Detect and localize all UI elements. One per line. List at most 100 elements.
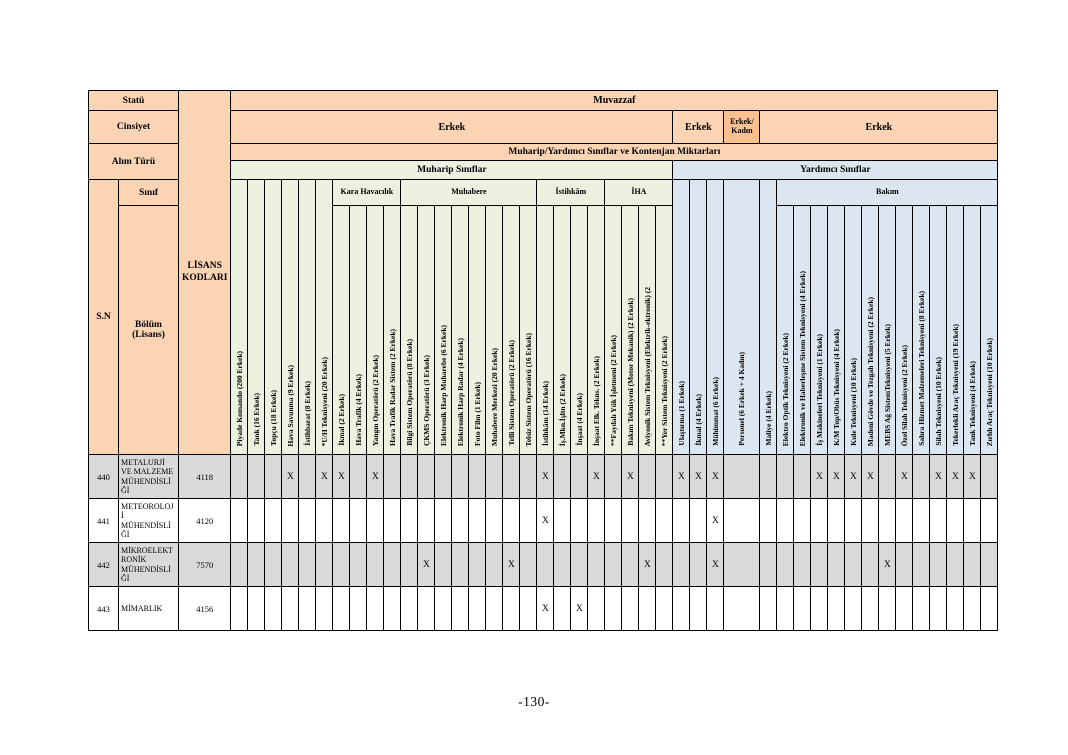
data-cell (247, 498, 266, 543)
data-cell (332, 498, 351, 543)
x-cell: X (810, 454, 829, 499)
gender-cell: Erkek/ Kadın (723, 110, 761, 144)
column-header: İş Makineleri Teknisyeni (1 Erkek) (810, 205, 829, 455)
bolum-cell: MİKROELEKTRONİK MÜHENDİSLİĞİ (118, 542, 179, 587)
data-cell (963, 498, 982, 543)
data-cell (638, 498, 657, 543)
kod-cell: 7570 (177, 542, 232, 587)
data-cell (298, 498, 317, 543)
column-header-label: İnşaat Elk. Tekns. (2 Erkek) (591, 355, 601, 446)
gender-cell: Erkek (230, 110, 674, 144)
data-cell (759, 498, 778, 543)
x-cell: X (706, 498, 725, 543)
data-cell (366, 586, 385, 631)
data-cell (434, 454, 453, 499)
data-cell (776, 542, 795, 587)
x-cell: X (861, 454, 880, 499)
column-header-label: Telli Sistem Operatörü (2 Erkek) (506, 340, 516, 446)
data-cell (827, 586, 846, 631)
data-cell (604, 454, 623, 499)
data-cell (672, 498, 691, 543)
data-cell (638, 454, 657, 499)
x-cell: X (929, 454, 948, 499)
data-cell (723, 542, 761, 587)
column-header: Hava Savunma (9 Erkek) (281, 179, 300, 455)
column-header-label: Elektronik Harp Muharebe (6 Erkek) (438, 325, 448, 446)
column-header: Silah Teknisyeni (10 Erkek) (929, 205, 948, 455)
column-header: Bakım Teknisyeni (Motor Mekanik) (2 Erke… (621, 205, 640, 455)
column-header-label: Mühimmat (6 Erkek) (710, 377, 720, 446)
column-header: **Yer Sistem Teknisyeni (2 Erkek) (655, 205, 674, 455)
data-cell (400, 542, 419, 587)
column-header-label: İkmal (2 Erkek) (336, 394, 346, 446)
column-header: **Faydalı Yük İşletmeni (2 Erkek) (604, 205, 623, 455)
column-header-label: Silah Teknisyeni (10 Erkek) (933, 357, 943, 446)
data-cell (468, 586, 487, 631)
data-cell (929, 586, 948, 631)
data-cell (417, 498, 436, 543)
data-cell (604, 542, 623, 587)
x-cell: X (536, 498, 555, 543)
data-cell (810, 542, 829, 587)
data-cell (264, 586, 283, 631)
column-header-label: Sahra Hizmet Malzemeleri Teknisyeni (8 E… (916, 291, 926, 446)
data-cell (553, 542, 572, 587)
data-cell (810, 586, 829, 631)
data-cell (298, 454, 317, 499)
sn-cell: 443 (88, 586, 119, 631)
data-cell (536, 542, 555, 587)
data-cell (230, 498, 249, 543)
data-cell (621, 542, 640, 587)
data-cell (502, 586, 521, 631)
column-header: Elektronik ve Haberleşme Sistem Teknisye… (793, 205, 812, 455)
column-header: Madeni Gövde ve Tezgah Teknisyeni (2 Erk… (861, 205, 880, 455)
x-cell: X (689, 454, 708, 499)
bolum-header-cell: Bölüm (Lisans) (118, 205, 179, 455)
column-header: *U/H Teknisyeni (20 Erkek) (315, 179, 334, 455)
column-header: Tekerlekli Araç Teknisyeni (19 Erkek) (946, 205, 965, 455)
data-cell (655, 498, 674, 543)
column-header-label: Hava Savunma (9 Erkek) (285, 364, 295, 446)
column-header-label: İnşaat (4 Erkek) (574, 393, 584, 446)
data-cell (793, 498, 812, 543)
column-header: Piyade Komando (200 Erkek) (230, 179, 249, 455)
data-cell (587, 586, 606, 631)
data-cell (264, 542, 283, 587)
data-cell (383, 454, 402, 499)
data-cell (929, 498, 948, 543)
x-cell: X (672, 454, 691, 499)
data-cell (638, 586, 657, 631)
column-header-label: Tank Teknisyeni (4 Erkek) (967, 361, 977, 446)
x-cell: X (536, 586, 555, 631)
data-cell (468, 454, 487, 499)
column-group-header: Kara Havacılık (332, 179, 402, 206)
data-cell (468, 498, 487, 543)
data-cell (655, 586, 674, 631)
data-cell (980, 454, 999, 499)
data-cell (759, 454, 778, 499)
column-group-header: Muhabere (400, 179, 538, 206)
data-cell (553, 586, 572, 631)
column-header: İnşaat Elk. Tekns. (2 Erkek) (587, 205, 606, 455)
class-band-cell: Yardımcı Sınıflar (672, 160, 999, 180)
muvazzaf-cell: Muvazzaf (230, 90, 999, 111)
column-header-label: İş.Mkn.İşltn (2 Erkek) (557, 373, 567, 446)
data-cell (980, 586, 999, 631)
data-cell (929, 542, 948, 587)
data-cell (281, 586, 300, 631)
data-cell (247, 454, 266, 499)
data-cell (451, 586, 470, 631)
data-cell (963, 586, 982, 631)
data-cell (366, 498, 385, 543)
data-cell (519, 454, 538, 499)
column-header-label: Hava Trafik Radar Sistem (2 Erkek) (387, 329, 397, 446)
data-cell (861, 542, 880, 587)
data-cell (861, 498, 880, 543)
data-cell (485, 498, 504, 543)
bolum-cell: MİMARLIK (118, 586, 179, 631)
column-group-label: Kara Havacılık (340, 187, 394, 197)
column-header-label: Personel (6 Erkek + 4 Kadın) (737, 352, 747, 446)
data-cell (723, 454, 761, 499)
column-header: İnşaat (4 Erkek) (570, 205, 589, 455)
data-cell (621, 498, 640, 543)
